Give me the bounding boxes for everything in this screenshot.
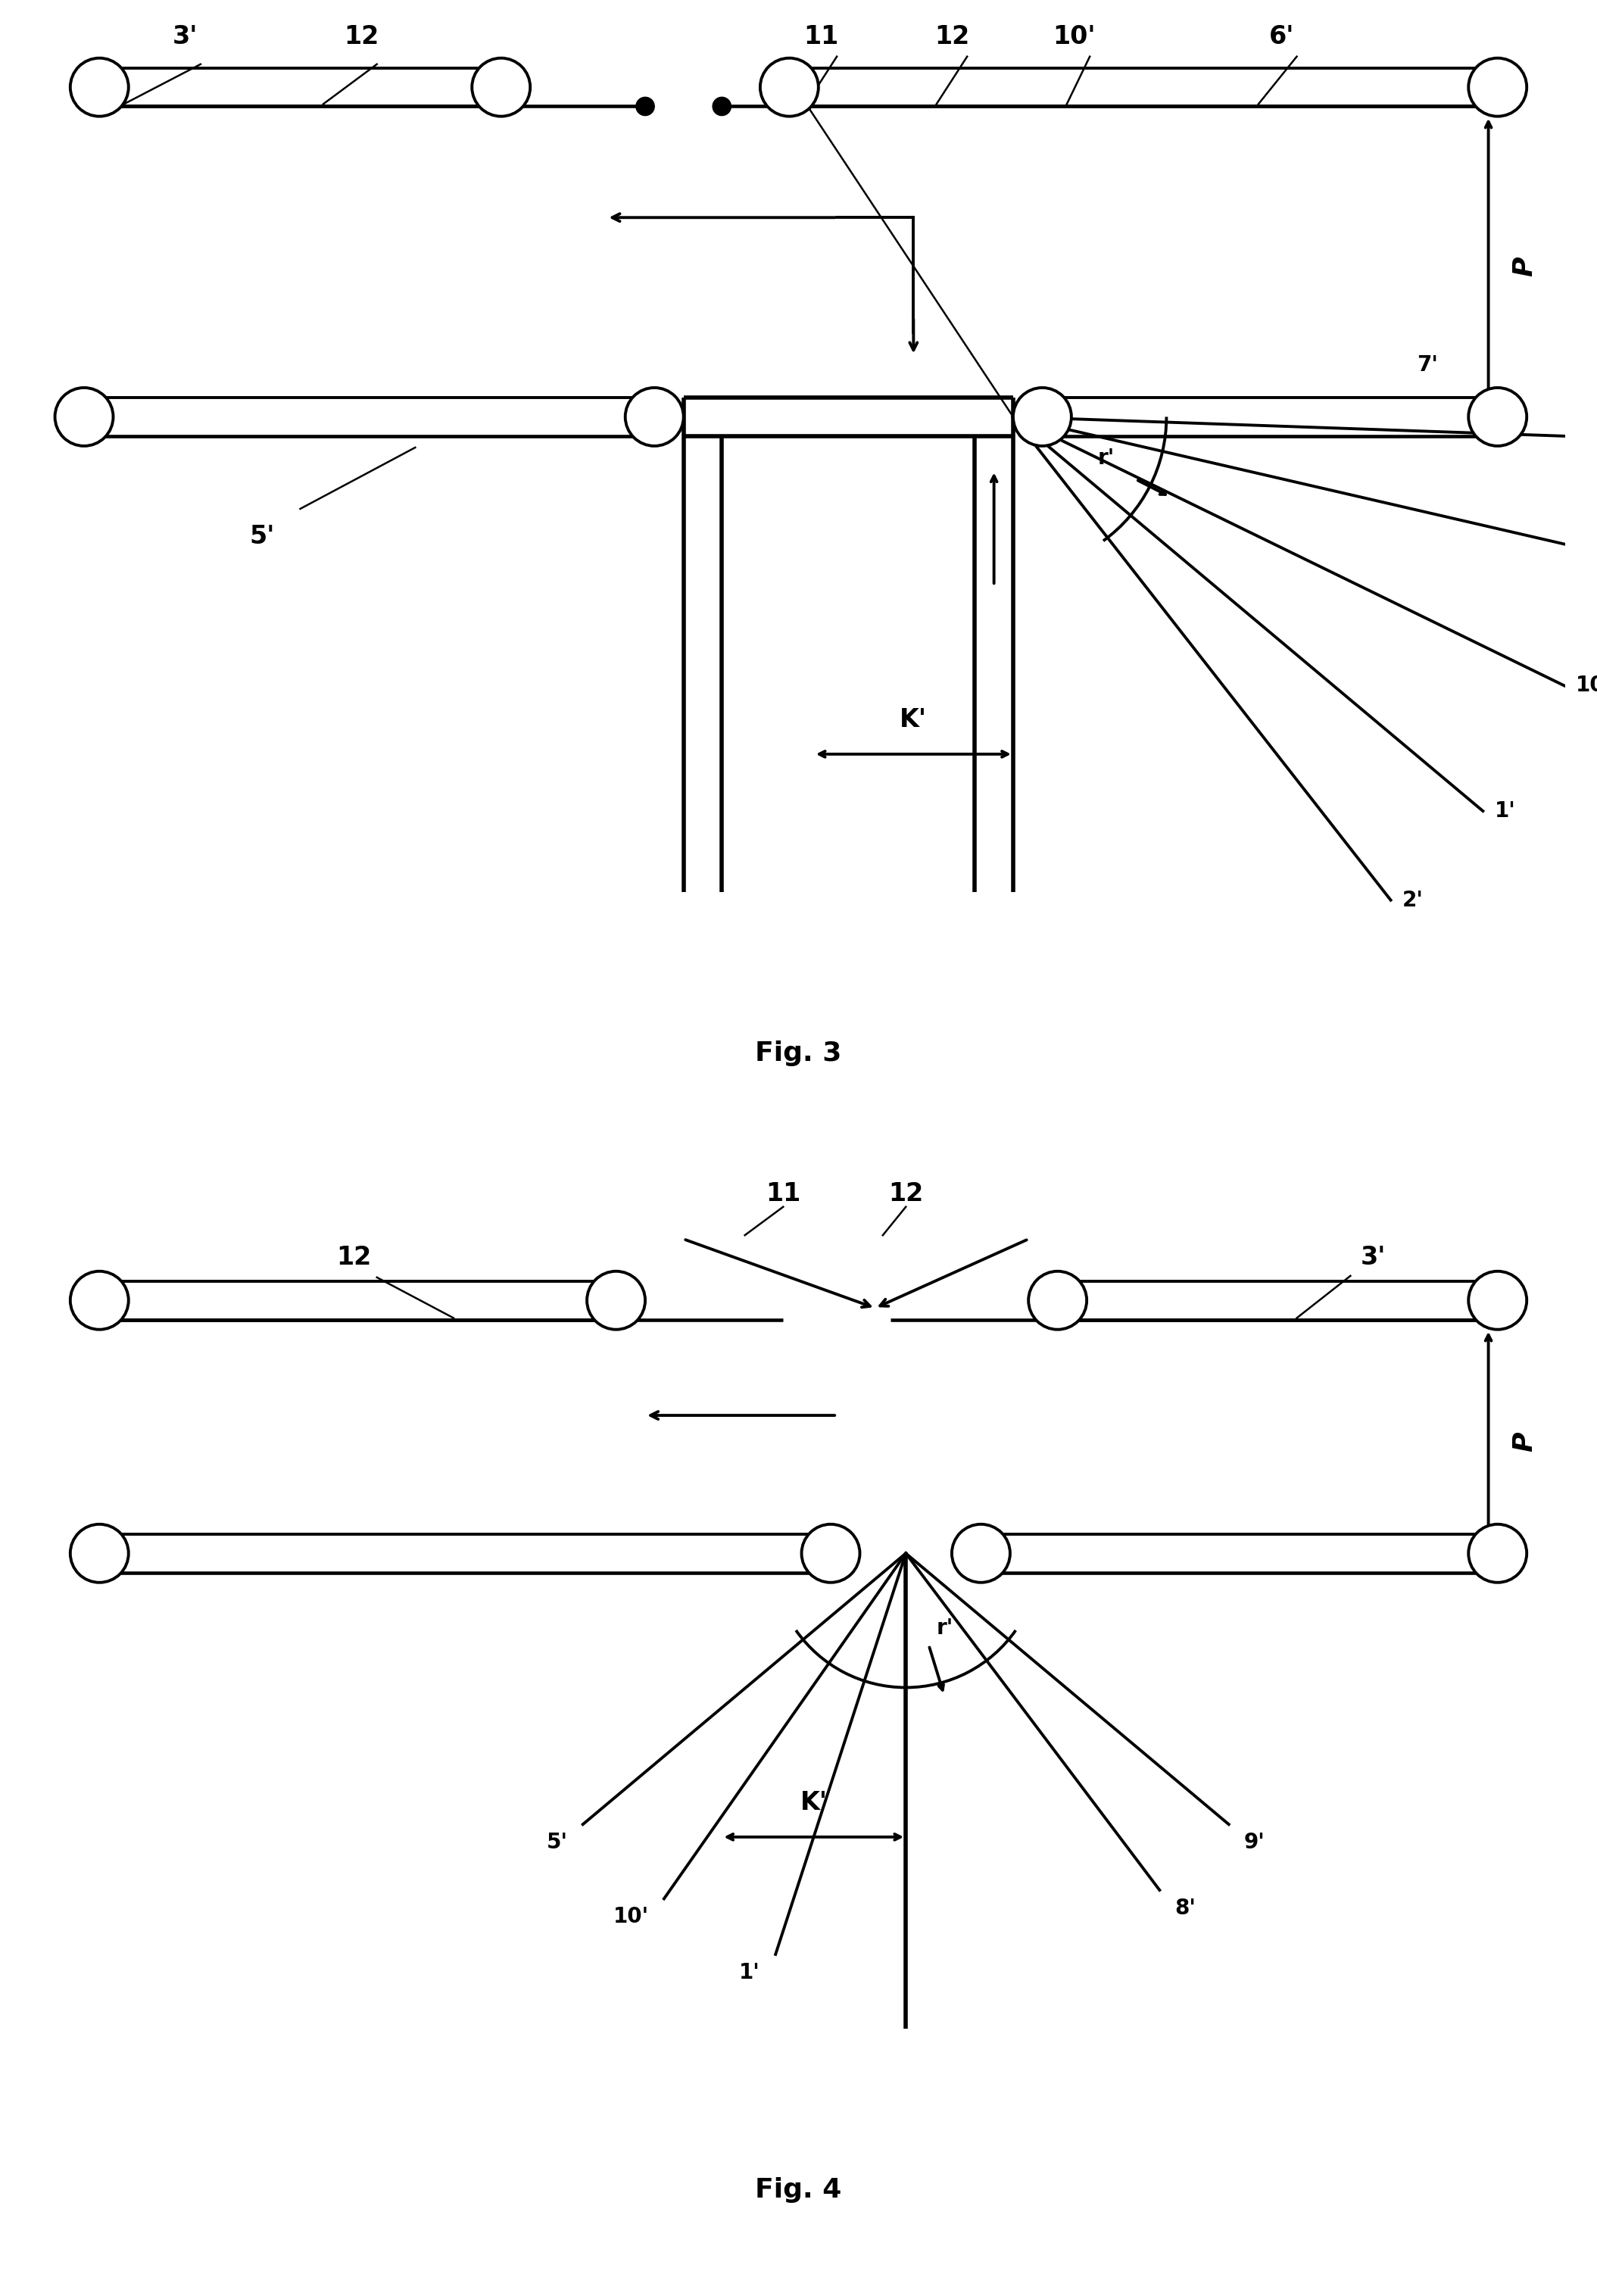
Text: K': K'	[899, 707, 928, 732]
Text: K': K'	[800, 1791, 827, 1816]
Circle shape	[1469, 1272, 1527, 1329]
Circle shape	[473, 57, 530, 117]
Circle shape	[712, 96, 731, 115]
Circle shape	[588, 1272, 645, 1329]
Text: 10': 10'	[613, 1906, 648, 1929]
Text: 11: 11	[803, 23, 838, 48]
Text: 10': 10'	[1052, 23, 1096, 48]
Text: 1': 1'	[1495, 801, 1516, 822]
Circle shape	[636, 96, 655, 115]
Circle shape	[1012, 388, 1072, 445]
Circle shape	[1469, 57, 1527, 117]
Text: P: P	[1511, 1430, 1538, 1451]
Circle shape	[70, 1272, 128, 1329]
Circle shape	[760, 57, 818, 117]
Circle shape	[54, 388, 113, 445]
Text: 11: 11	[765, 1180, 800, 1205]
Text: 5': 5'	[546, 1832, 567, 1853]
Text: 12: 12	[934, 23, 969, 48]
Text: 12: 12	[888, 1180, 923, 1205]
Circle shape	[1469, 1525, 1527, 1582]
Circle shape	[70, 57, 128, 117]
Text: 3': 3'	[1361, 1244, 1386, 1270]
Text: r': r'	[936, 1616, 953, 1639]
Text: Fig. 3: Fig. 3	[755, 1040, 842, 1065]
Text: 12: 12	[337, 1244, 372, 1270]
Text: P: P	[1511, 257, 1538, 276]
Text: Fig. 4: Fig. 4	[755, 2177, 842, 2202]
Text: 5': 5'	[249, 523, 275, 549]
Circle shape	[802, 1525, 859, 1582]
Text: 1': 1'	[739, 1963, 760, 1984]
Text: 2': 2'	[1402, 889, 1423, 912]
Circle shape	[626, 388, 684, 445]
Text: r': r'	[1097, 448, 1115, 468]
Circle shape	[1469, 388, 1527, 445]
Text: 7': 7'	[1417, 354, 1437, 374]
Circle shape	[952, 1525, 1009, 1582]
Circle shape	[70, 1525, 128, 1582]
Text: 9': 9'	[1244, 1832, 1265, 1853]
Circle shape	[1028, 1272, 1086, 1329]
Text: 8': 8'	[1175, 1899, 1196, 1919]
Text: 12: 12	[343, 23, 378, 48]
Text: 3': 3'	[172, 23, 198, 48]
Text: 10': 10'	[1576, 675, 1597, 696]
Text: 6': 6'	[1268, 23, 1294, 48]
